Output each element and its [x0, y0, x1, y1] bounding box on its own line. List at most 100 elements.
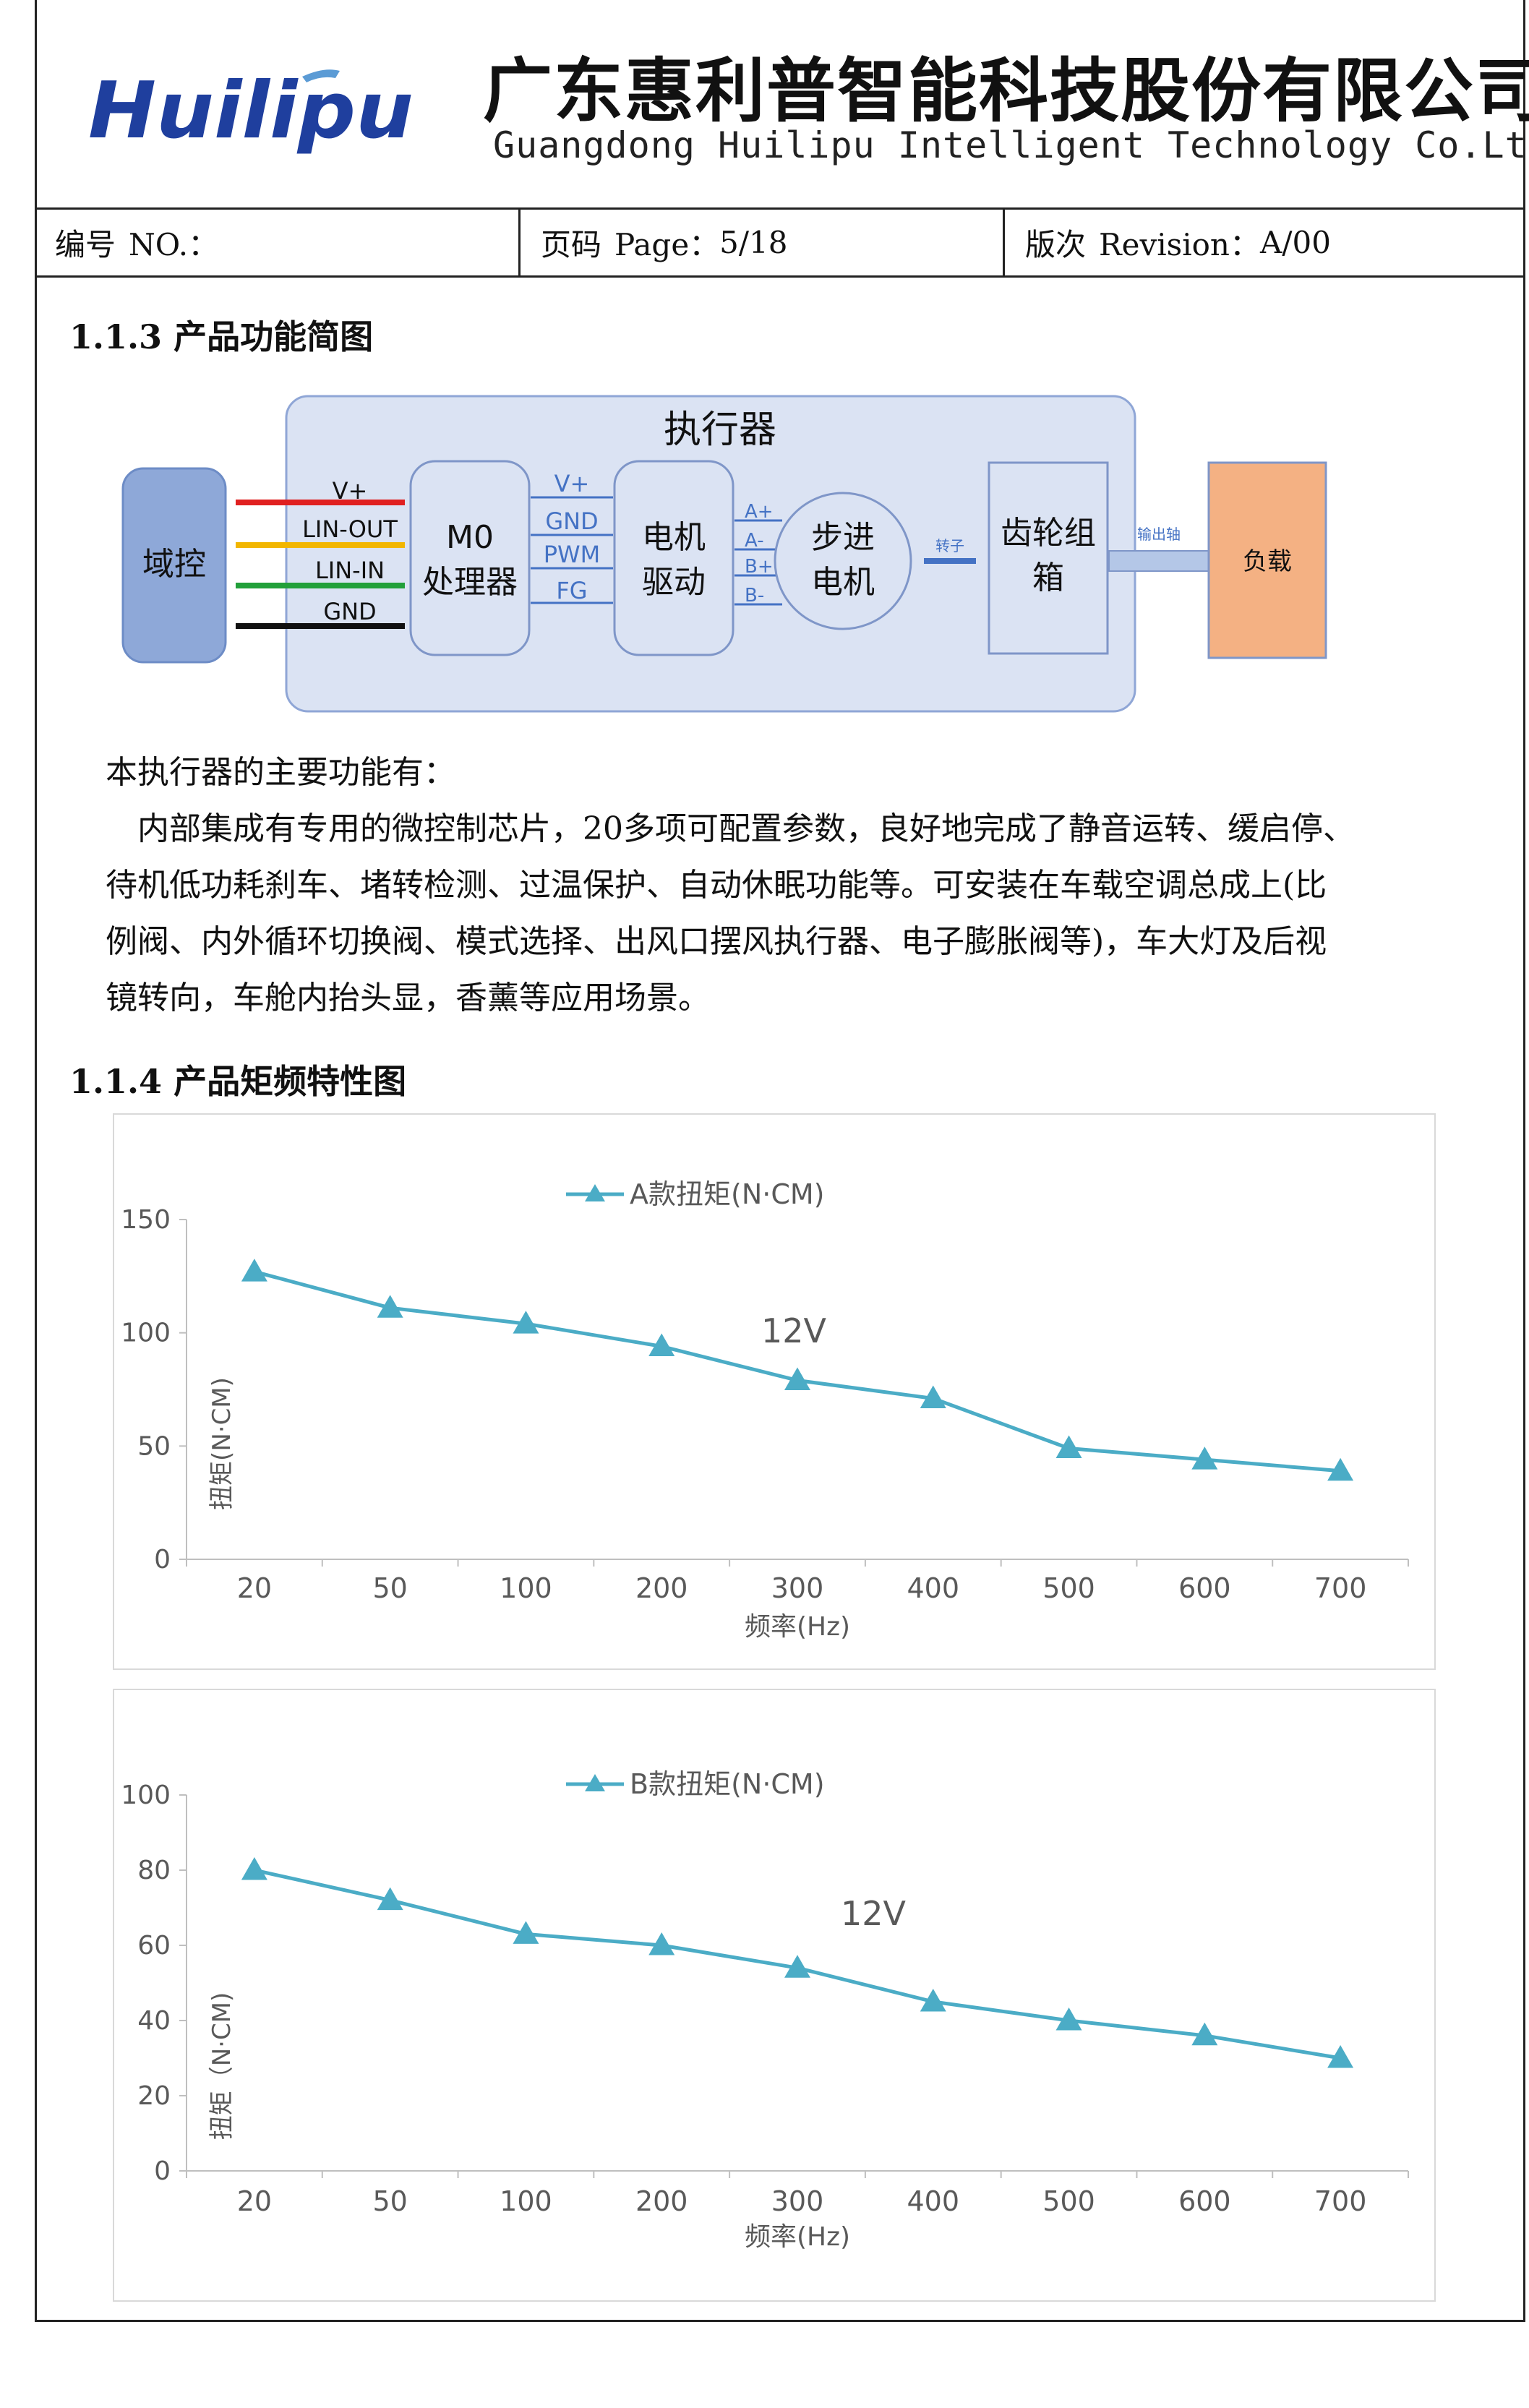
gearbox-label-line1: 齿轮组 [1001, 515, 1096, 552]
phase-lines [734, 519, 782, 606]
intro-line-1: 内部集成有专用的微控制芯片，20多项可配置参数，良好地完成了静音运转、缓启停、 [106, 810, 1355, 847]
intro-line-2: 待机低功耗刹车、堵转检测、过温保护、自动休眠功能等。可安装在车载空调总成上(比 [106, 867, 1327, 904]
motor-driver-label-line2: 驱动 [642, 564, 706, 601]
actuator-title: 执行器 [664, 408, 776, 452]
phase-label-a-minus: A- [745, 530, 764, 552]
chart-a-y-tick-label: 100 [121, 1319, 171, 1348]
signal-label-vplus: V+ [554, 470, 590, 497]
output-shaft-label: 输出轴 [1137, 526, 1181, 543]
chart-a-container: 0 50 100 150 20 50 100 200 300 400 500 600 700 频率(Hz)… [113, 1113, 1436, 1670]
chart-a-x-tick-label: 200 [635, 1572, 688, 1604]
intro-paragraph: 本执行器的主要功能有： 内部集成有专用的微控制芯片，20多项可配置参数，良好地完… [106, 745, 1479, 1027]
signal-label-pwm: PWM [544, 541, 601, 568]
phase-label-a-plus: A+ [745, 501, 774, 523]
chart-a-x-tick-label: 700 [1314, 1572, 1367, 1604]
output-shaft [1108, 550, 1209, 572]
function-diagram: 执行器 域控 V+ LIN-OUT LIN-IN GND M0 处理器 V+ G… [121, 395, 1327, 713]
document-meta-row: 编号 NO.： 页码 Page： 5/18 版次 Revision： A/00 [35, 210, 1525, 278]
intro-line-4: 镜转向，车舱内抬头显，香薰等应用场景。 [106, 980, 710, 1016]
doc-number-label: 编号 [55, 227, 116, 262]
chart-b-data-point [1191, 2022, 1218, 2046]
company-logo: Huilipu [88, 66, 414, 156]
chart-a-data-point [784, 1367, 810, 1390]
phase-label-b-minus: B- [745, 585, 764, 607]
chart-b-data-point [241, 1857, 267, 1880]
motor-driver-label-line1: 电机 [642, 519, 706, 556]
section-title-torque-frequency: 1.1.4 产品矩频特性图 [69, 1062, 407, 1101]
chart-b-x-tick-label: 400 [907, 2185, 960, 2217]
section-title-function-diagram: 1.1.3 产品功能简图 [69, 317, 374, 356]
signal-label-gnd: GND [545, 507, 598, 535]
chart-a-x-tick-label: 400 [907, 1572, 960, 1604]
doc-number-label-en: NO.： [129, 227, 219, 262]
chart-b-y-axis-title: 扭矩（N·CM) [207, 1992, 236, 2141]
wire-label-lin-in: LIN-IN [315, 557, 385, 584]
chart-b-y-tick-label: 100 [121, 1781, 171, 1810]
domain-controller-label: 域控 [142, 546, 206, 583]
page-frame [35, 0, 1525, 2322]
domain-controller-box [121, 467, 227, 664]
chart-a-data-point [513, 1311, 539, 1334]
gearbox-box [988, 461, 1109, 655]
signal-label-fg: FG [556, 577, 587, 604]
motor-driver-box [613, 460, 734, 656]
page-number-cell: 页码 Page： 5/18 [521, 210, 1005, 275]
chart-b-y-tick-label: 0 [154, 2156, 171, 2186]
wire-label-vplus: V+ [333, 477, 368, 505]
chart-b-y-tick-label: 60 [137, 1931, 171, 1961]
chart-a-y-tick-label: 50 [137, 1431, 171, 1461]
stepper-motor-label-line1: 步进 [811, 519, 875, 556]
chart-a-x-axis-title: 频率(Hz) [745, 1612, 850, 1642]
chart-b-data-point [377, 1887, 403, 1911]
chart-a-data-point [241, 1259, 267, 1282]
chart-a-x-tick-label: 50 [372, 1572, 407, 1604]
mcu-label-line1: M0 [446, 519, 494, 556]
chart-b-legend-marker [585, 1774, 605, 1791]
chart-b-data-point [784, 1955, 810, 1978]
load-label: 负载 [1243, 547, 1292, 576]
mcu-signal-lines [531, 496, 613, 604]
chart-b-x-tick-label: 500 [1042, 2185, 1095, 2217]
phase-label-b-plus: B+ [745, 556, 774, 578]
chart-a-data-point [1327, 1457, 1354, 1481]
chart-b-x-axis-title: 频率(Hz) [745, 2222, 850, 2252]
page-number-label: 页码 [541, 227, 602, 262]
wire-label-lin-out: LIN-OUT [302, 515, 398, 543]
chart-a-legend-marker [585, 1184, 605, 1201]
chart-a-legend-label: A款扭矩(N·CM) [630, 1178, 824, 1210]
rotor-label: 转子 [935, 537, 964, 554]
chart-b-container: 0 20 40 60 80 100 20 50 100 200 300 400 500 600 700 频率(… [113, 1689, 1436, 2302]
chart-a-data-point [377, 1295, 403, 1318]
gearbox-label-line2: 箱 [1032, 560, 1064, 596]
intro-line-3: 例阀、内外循环切换阀、模式选择、出风口摆风执行器、电子膨胀阀等)，车大灯及后视 [106, 923, 1327, 960]
revision-label-en: Revision： [1099, 227, 1260, 262]
chart-b-x-tick-label: 200 [635, 2185, 688, 2217]
chart-b-y-tick-label: 40 [137, 2006, 171, 2036]
chart-a-data-point [920, 1385, 946, 1409]
page-number-value: 5/18 [719, 225, 788, 260]
chart-b-x-tick-label: 50 [372, 2185, 407, 2217]
company-name-en: Guangdong Huilipu Intelligent Technology… [493, 124, 1529, 166]
chart-a-x-tick-label: 20 [237, 1572, 272, 1604]
chart-a-x-tick-label: 600 [1178, 1572, 1231, 1604]
chart-a-x-tick-label: 500 [1042, 1572, 1095, 1604]
company-name-cn: 广东惠利普智能科技股份有限公司 [483, 51, 1529, 132]
chart-a-data-point [1191, 1447, 1218, 1470]
chart-a-data-point [648, 1333, 675, 1356]
chart-b-x-tick-label: 300 [771, 2185, 824, 2217]
load-box [1207, 461, 1327, 659]
stepper-motor-circle [774, 492, 912, 630]
chart-b-y-tick-label: 20 [137, 2081, 171, 2111]
stepper-motor-label-line2: 电机 [811, 564, 875, 601]
chart-a-data-point [1055, 1435, 1082, 1458]
chart-b-data-point [513, 1921, 539, 1944]
chart-a-torque-frequency: 0 50 100 150 20 50 100 200 300 400 500 600 700 频率(Hz)… [121, 1178, 1409, 1642]
page-number-label-en: Page： [614, 227, 720, 262]
chart-a-y-axis-title: 扭矩(N·CM) [207, 1377, 236, 1510]
chart-b-data-point [1055, 2008, 1082, 2031]
chart-b-x-tick-label: 700 [1314, 2185, 1367, 2217]
wire-label-gnd: GND [323, 598, 376, 625]
chart-b-y-tick-label: 80 [137, 1856, 171, 1885]
document-header: Huilipu 广东惠利普智能科技股份有限公司 Guangdong Huilip… [35, 0, 1529, 210]
chart-b-x-tick-label: 20 [237, 2185, 272, 2217]
